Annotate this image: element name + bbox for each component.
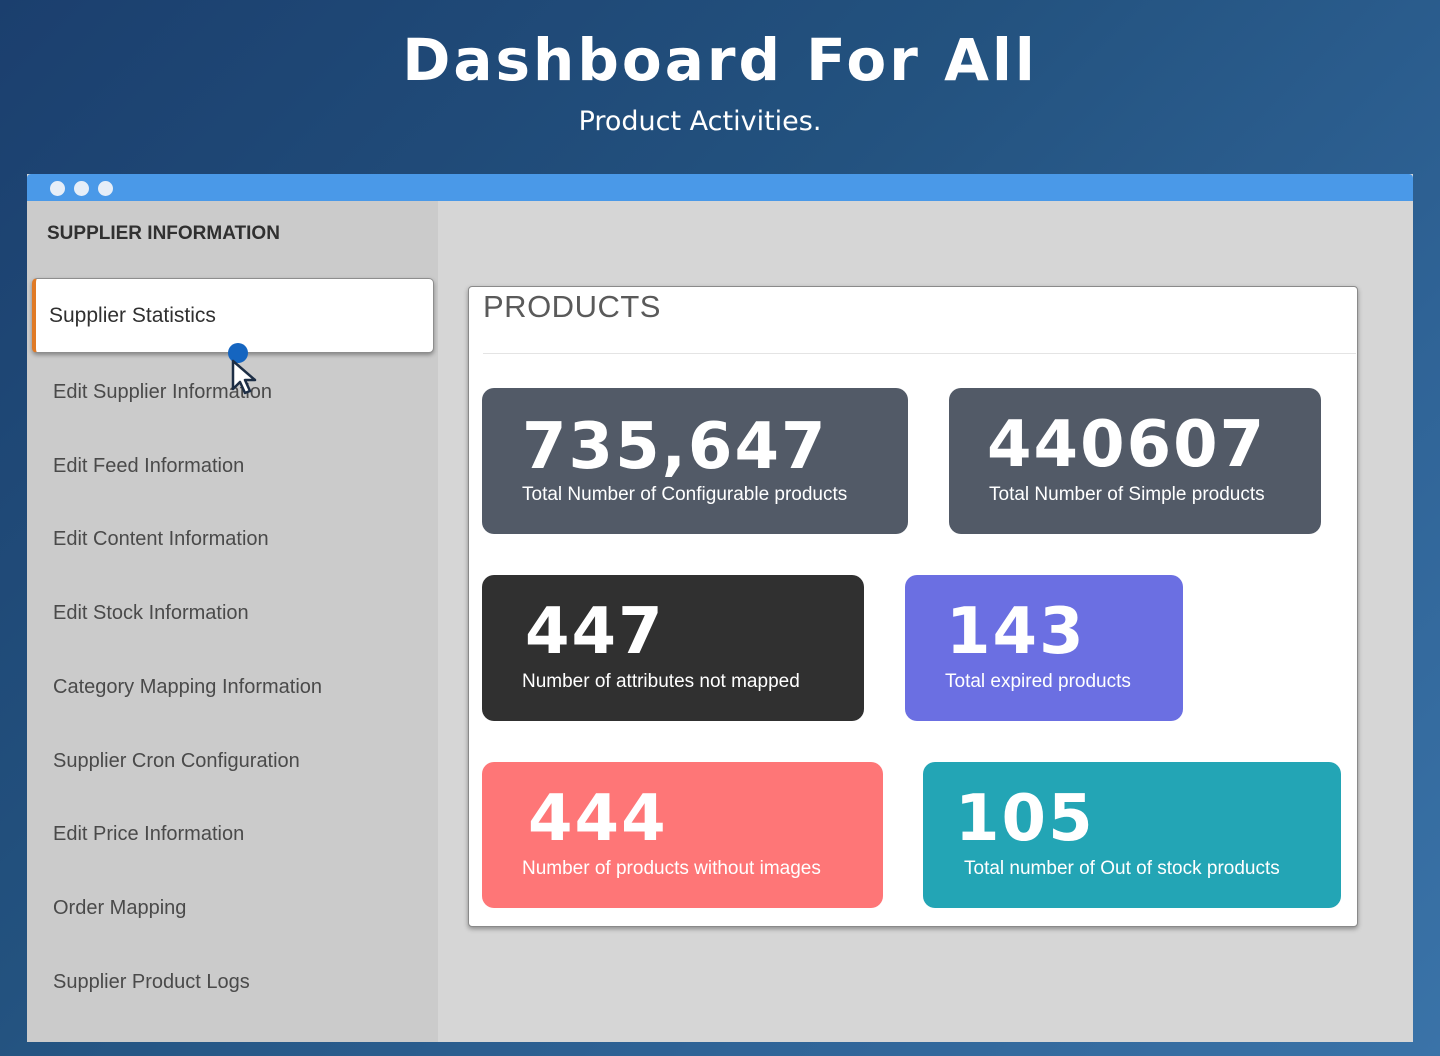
sidebar-item-category-mapping-information[interactable]: Category Mapping Information	[53, 676, 323, 698]
stat-label: Total Number of Simple products	[989, 484, 1265, 505]
stat-label: Number of products without images	[522, 858, 821, 879]
stat-card-attributes-not-mapped: 447 Number of attributes not mapped	[482, 575, 864, 721]
panel-title: PRODUCTS	[483, 289, 661, 324]
sidebar: SUPPLIER INFORMATION Supplier Statistics…	[27, 201, 438, 1042]
stat-card-configurable: 735,647 Total Number of Configurable pro…	[482, 388, 908, 534]
sidebar-item-edit-content-information[interactable]: Edit Content Information	[53, 528, 269, 550]
stat-value: 735,647	[522, 410, 828, 484]
products-panel: PRODUCTS 735,647 Total Number of Configu…	[468, 286, 1358, 927]
sidebar-item-edit-supplier-information[interactable]: Edit Supplier Information	[53, 381, 273, 403]
sidebar-item-edit-feed-information[interactable]: Edit Feed Information	[53, 455, 245, 477]
page-title: Dashboard For All	[402, 26, 1038, 94]
page-subtitle: Product Activities.	[578, 106, 822, 137]
sidebar-item-label: Supplier Statistics	[49, 304, 216, 327]
sidebar-item-supplier-cron-configuration[interactable]: Supplier Cron Configuration	[53, 750, 300, 772]
stat-card-without-images: 444 Number of products without images	[482, 762, 883, 908]
panel-divider	[483, 353, 1356, 354]
sidebar-item-edit-stock-information[interactable]: Edit Stock Information	[53, 602, 249, 624]
sidebar-heading: SUPPLIER INFORMATION	[47, 223, 280, 244]
stat-value: 444	[528, 782, 668, 856]
stat-label: Total Number of Configurable products	[522, 484, 848, 505]
stat-value: 447	[525, 595, 665, 669]
window-dot-icon[interactable]	[50, 181, 65, 196]
stat-card-simple: 440607 Total Number of Simple products	[949, 388, 1321, 534]
sidebar-item-supplier-product-logs[interactable]: Supplier Product Logs	[53, 971, 250, 993]
stat-label: Total expired products	[945, 671, 1131, 692]
window-titlebar	[27, 174, 1413, 201]
stat-value: 440607	[987, 408, 1267, 482]
app-window: SUPPLIER INFORMATION Supplier Statistics…	[27, 174, 1413, 1042]
stat-label: Number of attributes not mapped	[522, 671, 800, 692]
window-dot-icon[interactable]	[74, 181, 89, 196]
window-dot-icon[interactable]	[98, 181, 113, 196]
stat-label: Total number of Out of stock products	[964, 858, 1280, 879]
pointer-cursor-icon	[228, 343, 257, 395]
stat-card-out-of-stock: 105 Total number of Out of stock product…	[923, 762, 1341, 908]
stat-value: 143	[946, 595, 1086, 669]
sidebar-item-edit-price-information[interactable]: Edit Price Information	[53, 823, 245, 845]
stat-card-expired: 143 Total expired products	[905, 575, 1183, 721]
sidebar-item-supplier-statistics[interactable]: Supplier Statistics	[32, 278, 434, 353]
sidebar-item-order-mapping[interactable]: Order Mapping	[53, 897, 187, 919]
stat-value: 105	[955, 782, 1095, 856]
